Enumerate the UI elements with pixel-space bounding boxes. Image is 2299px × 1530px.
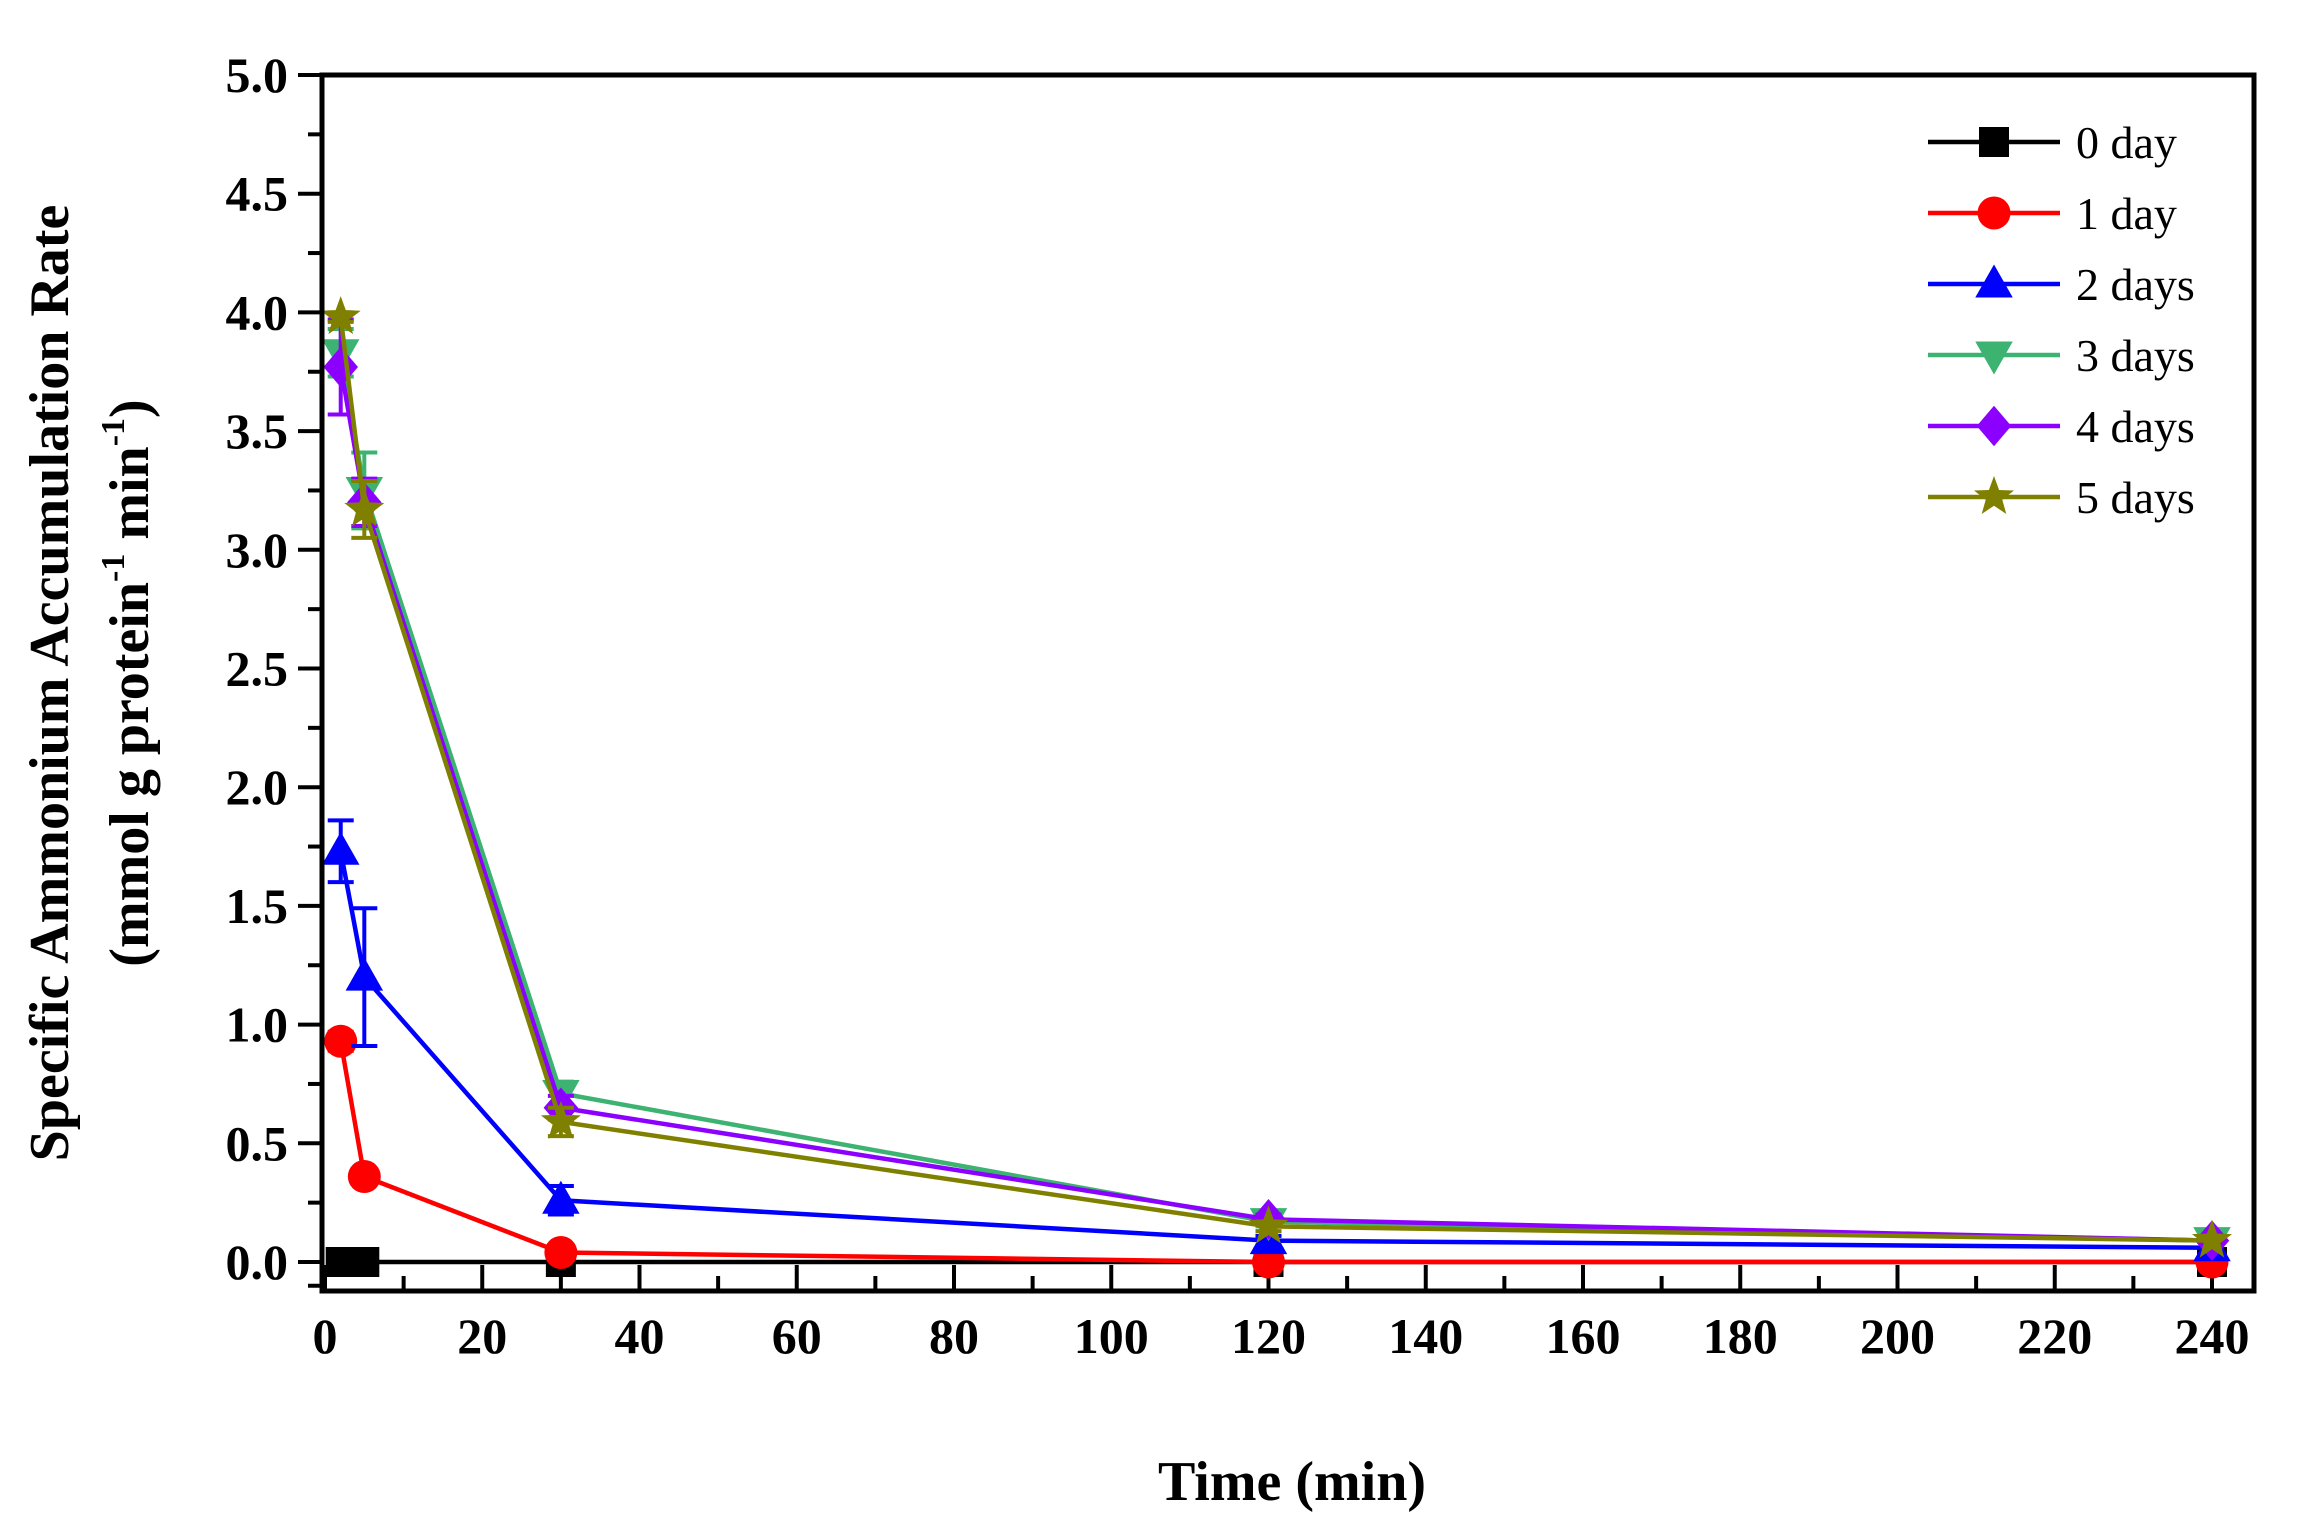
x-axis-title: Time (min) (1158, 1451, 1426, 1513)
y-axis-title-sup1: -1 (95, 554, 132, 582)
x-tick-label: 200 (1860, 1308, 1935, 1364)
series-line (338, 352, 2213, 1243)
series-layer (320, 296, 2232, 1279)
series-3-days (321, 327, 2231, 1261)
legend-marker (1976, 405, 2012, 447)
legend-marker (1975, 264, 2013, 298)
legend-marker (1977, 196, 2011, 230)
y-axis-title-sup2: -1 (95, 418, 132, 446)
data-point (544, 1236, 578, 1270)
y-tick-label: 0.5 (226, 1115, 289, 1171)
x-tick-label: 80 (929, 1308, 979, 1364)
x-tick-label: 240 (2175, 1308, 2250, 1364)
legend-label: 0 day (2076, 117, 2177, 168)
x-tick-label: 120 (1231, 1308, 1306, 1364)
y-axis-title-line2: (mmol g protein-1 min-1) (95, 399, 161, 966)
y-tick-label: 5.0 (226, 47, 289, 103)
data-point (345, 957, 384, 991)
y-tick-label: 4.5 (226, 166, 289, 222)
x-tick-label: 40 (615, 1308, 665, 1364)
x-tick-label: 180 (1703, 1308, 1778, 1364)
data-point (344, 488, 385, 527)
y-axis-title-part1: (mmol g protein (99, 582, 161, 967)
legend-item: 3 days (1928, 330, 2195, 381)
data-point (2192, 1219, 2232, 1258)
legend: 0 day 1 day 2 days 3 days 4 days 5 days (1928, 117, 2195, 523)
x-tick-label: 160 (1546, 1308, 1621, 1364)
x-tick-label: 220 (2017, 1308, 2092, 1364)
legend-item: 1 day (1928, 188, 2177, 239)
x-tick-label: 100 (1074, 1308, 1149, 1364)
legend-label: 4 days (2076, 401, 2195, 452)
x-tick-label: 20 (457, 1308, 507, 1364)
x-tick-label: 140 (1388, 1308, 1463, 1364)
y-axis-title-part3: ) (99, 399, 161, 418)
legend-label: 2 days (2076, 259, 2195, 310)
y-tick-label: 0.0 (226, 1234, 289, 1290)
series-5-days (320, 296, 2232, 1258)
legend-label: 3 days (2076, 330, 2195, 381)
y-tick-label: 1.5 (226, 878, 289, 934)
series-4-days (323, 317, 2230, 1261)
y-tick-label: 2.0 (226, 759, 289, 815)
series-line (338, 850, 2213, 1251)
y-tick-label: 3.5 (226, 403, 289, 459)
data-point (324, 1024, 358, 1058)
data-point (347, 1160, 381, 1194)
data-point (540, 1100, 581, 1139)
legend-item: 4 days (1928, 401, 2195, 452)
legend-marker (1975, 341, 2013, 375)
legend-marker (1974, 476, 2014, 514)
legend-marker (1979, 127, 2009, 157)
data-point (321, 831, 360, 865)
plot-frame (319, 72, 2257, 1294)
series-2-days (321, 818, 2231, 1262)
data-point (320, 296, 361, 335)
legend-label: 1 day (2076, 188, 2177, 239)
legend-item: 2 days (1928, 259, 2195, 310)
legend-item: 5 days (1928, 472, 2195, 523)
data-point (542, 1180, 580, 1214)
y-tick-label: 1.0 (226, 997, 289, 1053)
y-tick-label: 3.0 (226, 522, 289, 578)
y-axis-title-line1: Specific Ammonium Accumulation Rate (19, 205, 81, 1162)
data-point (349, 1247, 380, 1277)
legend-item: 0 day (1928, 117, 2177, 168)
x-tick-label: 60 (772, 1308, 822, 1364)
y-tick-label: 4.0 (226, 284, 289, 340)
x-tick-label: 0 (313, 1308, 338, 1364)
tick-layer: 0 20 40 60 80 100 120 140 160 180 200 220 240 0.0 0.5 1… (226, 47, 2250, 1364)
data-point (1248, 1205, 1289, 1244)
data-point (323, 346, 358, 388)
y-axis-title-part2: min (99, 446, 161, 553)
legend-label: 5 days (2076, 472, 2195, 523)
y-tick-label: 2.5 (226, 641, 289, 697)
